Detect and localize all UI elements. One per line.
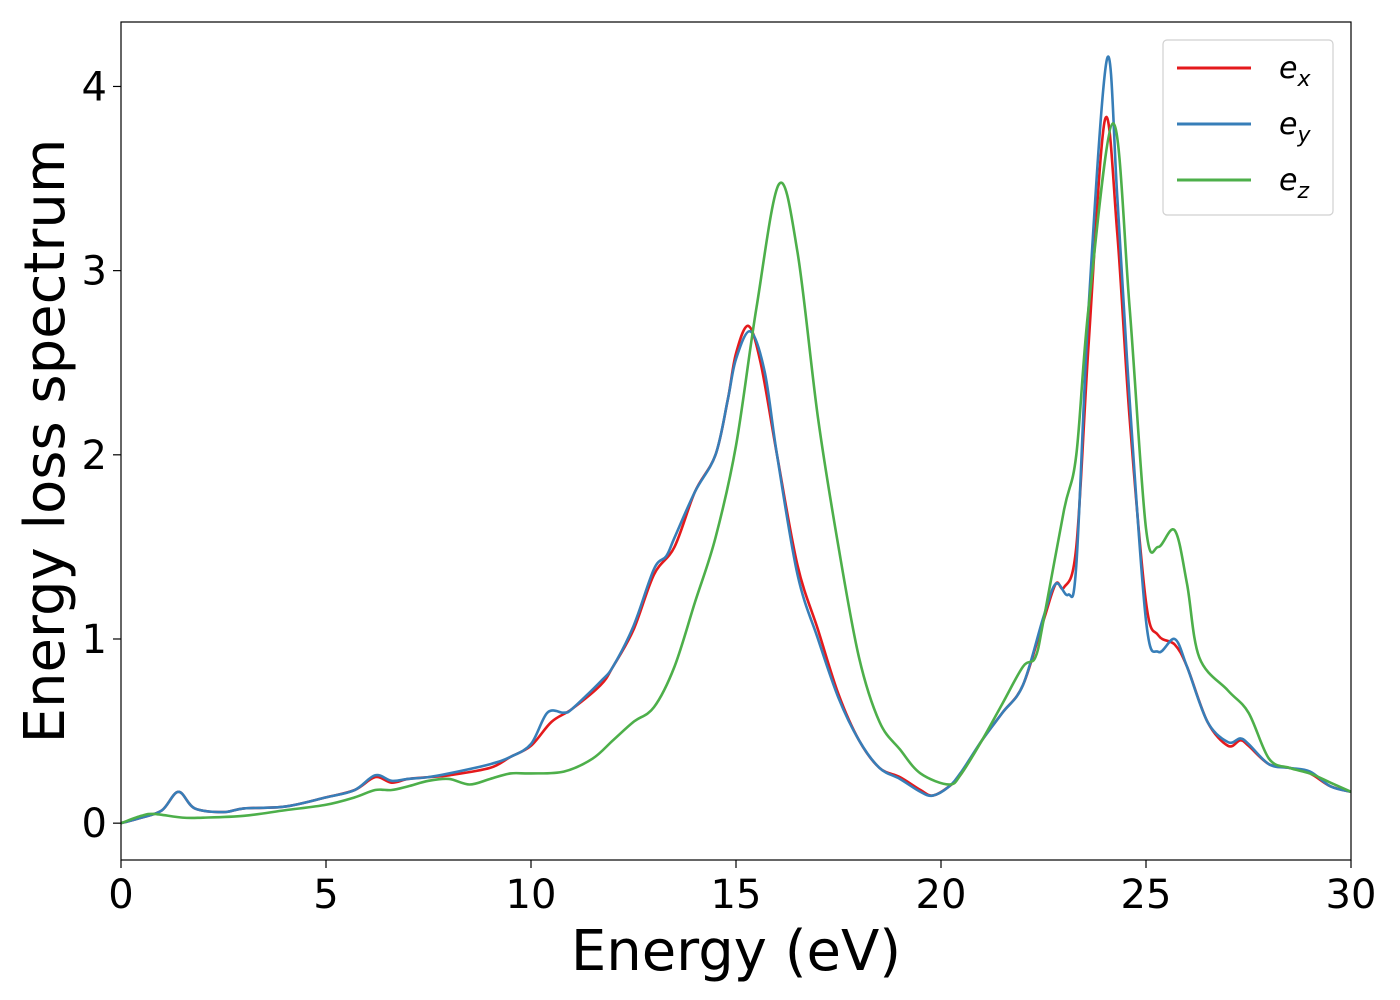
y-tick-label: 0 <box>82 801 107 847</box>
series-layer <box>121 55 1351 825</box>
legend-label: ez <box>1279 163 1309 204</box>
legend-box <box>1162 39 1334 216</box>
legend: ex ey ez <box>1162 39 1334 216</box>
y-tick-label: 2 <box>82 433 107 479</box>
x-tick-label: 20 <box>916 872 967 918</box>
legend-label: ey <box>1279 107 1311 148</box>
y-tick-label: 1 <box>82 617 107 663</box>
y-tick-label: 4 <box>82 64 107 110</box>
series-line-e-z <box>121 122 1351 825</box>
x-tick-label: 25 <box>1121 872 1172 918</box>
series-line-e-y <box>121 55 1351 825</box>
y-axis-title: Energy loss spectrum <box>13 139 78 744</box>
x-tick-label: 10 <box>506 872 557 918</box>
x-tick-label: 15 <box>711 872 762 918</box>
x-tick-label: 30 <box>1326 872 1377 918</box>
y-axis: 0 1 2 3 4 <box>82 64 121 847</box>
x-axis-title: Energy (eV) <box>571 919 901 984</box>
legend-label: ex <box>1279 51 1311 92</box>
x-tick-label: 5 <box>313 872 338 918</box>
y-tick-label: 3 <box>82 249 107 295</box>
x-tick-label: 0 <box>108 872 133 918</box>
x-axis: 0 5 10 15 20 25 30 <box>108 860 1376 918</box>
series-line-e-x <box>121 115 1351 825</box>
